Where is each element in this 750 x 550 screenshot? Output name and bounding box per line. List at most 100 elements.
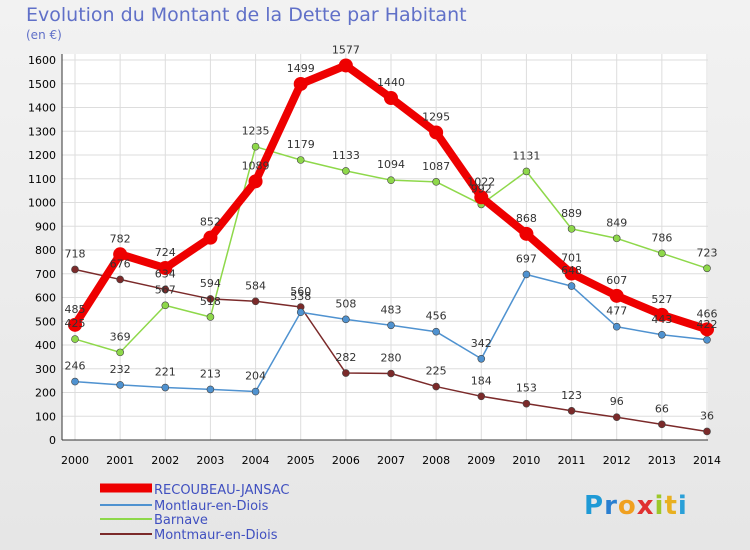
data-label: 225 xyxy=(426,365,447,378)
data-point xyxy=(342,369,350,377)
data-label: 1022 xyxy=(467,175,495,188)
data-point xyxy=(113,247,128,262)
data-label: 1087 xyxy=(422,160,450,173)
data-point xyxy=(387,321,395,330)
data-point xyxy=(612,413,621,422)
legend-item: Montlaur-en-Diois xyxy=(154,499,269,514)
data-label: 527 xyxy=(651,293,672,306)
data-point xyxy=(567,282,576,290)
data-label: 701 xyxy=(561,252,582,265)
x-tick-label: 2002 xyxy=(151,454,179,467)
data-point xyxy=(161,383,170,392)
data-point xyxy=(206,385,215,394)
data-label: 123 xyxy=(561,389,582,402)
data-point xyxy=(71,265,79,274)
y-tick-label: 600 xyxy=(35,292,56,305)
data-point xyxy=(522,270,531,279)
data-point xyxy=(522,399,531,408)
data-label: 1577 xyxy=(332,43,360,56)
data-point xyxy=(116,348,124,357)
data-label: 1089 xyxy=(242,159,270,172)
data-label: 889 xyxy=(561,207,582,220)
data-point xyxy=(251,142,260,151)
data-point xyxy=(161,285,170,294)
data-point xyxy=(429,125,444,140)
data-point xyxy=(342,315,350,324)
y-tick-label: 700 xyxy=(35,268,56,281)
data-label: 282 xyxy=(335,351,356,364)
legend-item: RECOUBEAU-JANSAC xyxy=(154,483,289,498)
data-point xyxy=(68,317,82,332)
data-label: 369 xyxy=(110,330,131,343)
data-point xyxy=(700,322,714,337)
x-tick-label: 2000 xyxy=(61,454,89,467)
data-label: 1440 xyxy=(377,76,405,89)
data-point xyxy=(432,327,440,336)
data-label: 221 xyxy=(155,366,176,379)
data-point xyxy=(384,91,398,105)
x-tick-label: 2013 xyxy=(648,454,676,467)
data-label: 246 xyxy=(65,360,86,373)
data-point xyxy=(703,427,711,436)
x-tick-label: 2007 xyxy=(377,454,405,467)
y-tick-label: 800 xyxy=(35,244,56,257)
data-label: 425 xyxy=(65,317,86,330)
data-label: 477 xyxy=(606,305,627,318)
data-label: 483 xyxy=(381,303,402,316)
x-tick-label: 2014 xyxy=(693,454,721,467)
data-point xyxy=(251,387,260,396)
data-label: 466 xyxy=(697,307,718,320)
data-label: 1131 xyxy=(512,149,540,162)
data-point xyxy=(338,58,353,73)
data-label: 560 xyxy=(290,285,311,298)
data-label: 697 xyxy=(516,252,537,265)
data-point xyxy=(609,288,624,303)
data-label: 443 xyxy=(651,313,672,326)
data-point xyxy=(116,381,124,389)
y-tick-label: 200 xyxy=(35,387,56,400)
data-label: 607 xyxy=(606,274,627,287)
data-label: 66 xyxy=(655,402,669,415)
data-label: 992 xyxy=(471,182,492,195)
data-point xyxy=(567,406,576,415)
data-point xyxy=(654,307,669,322)
data-point xyxy=(703,335,711,344)
data-label: 232 xyxy=(110,363,131,376)
data-point xyxy=(564,266,579,281)
plot-area xyxy=(62,54,708,440)
data-label: 422 xyxy=(697,318,718,331)
y-tick-label: 0 xyxy=(49,434,56,447)
x-tick-label: 2011 xyxy=(558,454,586,467)
data-label: 868 xyxy=(516,212,537,225)
data-point xyxy=(612,234,621,243)
data-point xyxy=(206,313,215,321)
data-point xyxy=(158,261,173,276)
y-tick-label: 1200 xyxy=(28,149,56,162)
x-tick-label: 2009 xyxy=(467,454,495,467)
data-point xyxy=(342,167,350,175)
data-point xyxy=(387,369,395,378)
x-tick-label: 2001 xyxy=(106,454,134,467)
data-point xyxy=(293,76,308,91)
legend-item: Barnave xyxy=(154,513,208,528)
data-point xyxy=(658,330,666,339)
data-label: 786 xyxy=(651,231,672,244)
data-label: 782 xyxy=(110,232,131,245)
y-tick-label: 900 xyxy=(35,220,56,233)
data-point xyxy=(161,301,170,310)
data-point xyxy=(248,174,263,189)
data-point xyxy=(116,275,124,284)
data-label: 1179 xyxy=(287,138,315,151)
legend-item: Montmaur-en-Diois xyxy=(154,528,278,543)
data-point xyxy=(477,354,486,363)
x-tick-label: 2005 xyxy=(287,454,315,467)
x-tick-label: 2012 xyxy=(603,454,631,467)
data-label: 184 xyxy=(471,374,492,387)
data-label: 1499 xyxy=(287,62,315,75)
y-tick-label: 1300 xyxy=(28,125,56,138)
data-point xyxy=(387,176,395,184)
data-label: 96 xyxy=(610,395,624,408)
data-point xyxy=(251,297,260,306)
data-point xyxy=(567,225,576,233)
